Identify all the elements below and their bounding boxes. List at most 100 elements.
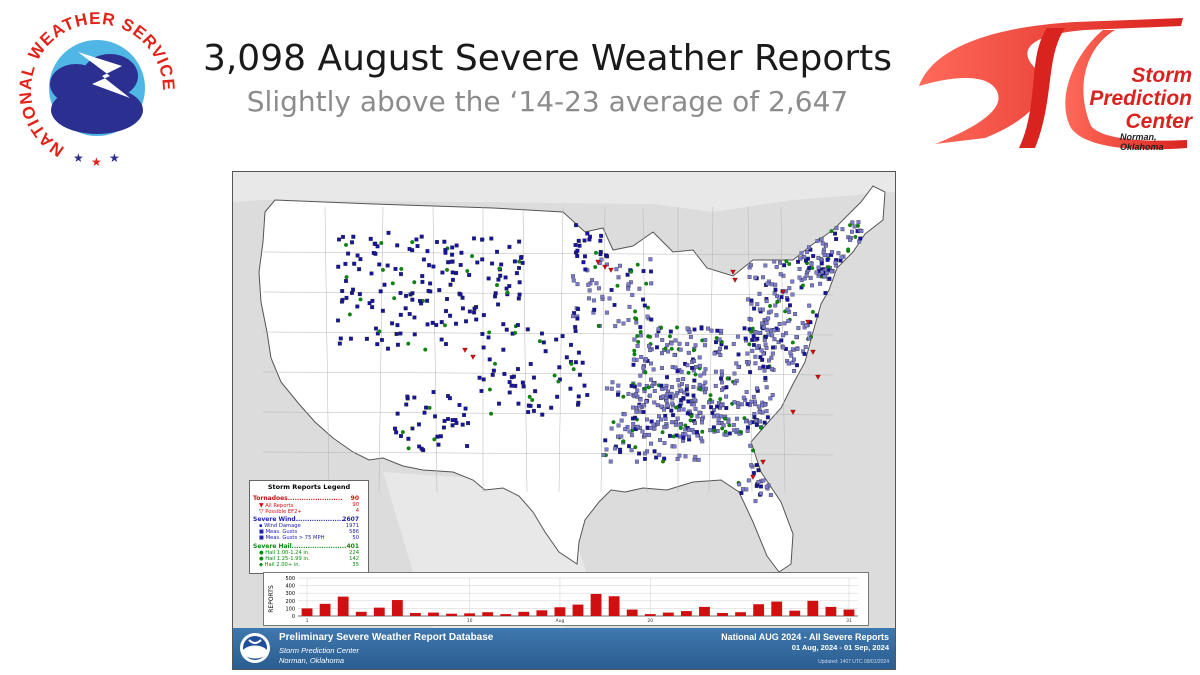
wind-report <box>713 369 718 374</box>
wind-report <box>716 417 721 422</box>
wind-report <box>631 405 635 410</box>
wind-report <box>495 249 500 254</box>
hail-report <box>725 376 730 381</box>
wind-report <box>685 411 690 416</box>
wind-report <box>772 328 777 333</box>
wind-report <box>662 407 667 412</box>
tornado-ef2-marker-icon: ▽ <box>259 508 264 515</box>
legend-hail-3: ◆ Hail 2.00+ in. 35 <box>259 562 359 568</box>
wind-report <box>764 385 769 390</box>
chart-bar <box>500 614 512 616</box>
hail-report <box>633 309 638 314</box>
wind-report <box>395 411 400 416</box>
chart-bar <box>771 601 783 616</box>
wind-report <box>668 394 673 399</box>
wind-report <box>648 361 653 366</box>
wind-report <box>701 404 706 409</box>
wind-report <box>447 396 452 401</box>
wind-report <box>693 406 698 411</box>
wind-report <box>517 280 522 285</box>
wind-report <box>336 264 341 269</box>
wind-report <box>770 333 775 338</box>
wind-report <box>528 403 533 408</box>
tornado-report <box>815 374 821 380</box>
wind-report <box>732 381 737 386</box>
wind-report <box>515 367 520 372</box>
wind-report <box>604 447 609 452</box>
wind-report <box>660 351 664 356</box>
wind-report <box>645 425 650 430</box>
chart-bar <box>301 608 313 616</box>
wind-report <box>749 298 754 303</box>
hail-marker-icon: ● <box>259 556 264 562</box>
wind-report <box>652 389 657 394</box>
wind-report <box>809 283 814 288</box>
tornado-marker-icon: ▼ <box>259 502 264 509</box>
wind-report <box>631 421 636 426</box>
hail-report <box>517 259 522 264</box>
wind-report <box>422 410 427 415</box>
wind-report <box>750 348 755 353</box>
hail-report <box>410 240 415 245</box>
wind-report <box>410 297 415 302</box>
wind-report <box>819 261 824 266</box>
wind-report <box>386 346 390 351</box>
footer-org: Storm Prediction Center <box>279 646 360 655</box>
wind-report <box>489 236 494 241</box>
wind-report <box>585 231 590 236</box>
wind-report <box>778 272 783 277</box>
hail-report <box>344 242 348 247</box>
wind-report <box>634 459 639 464</box>
wind-report <box>575 316 580 321</box>
legend-tor-ef2: ▽ Possible EF2+ 4 <box>259 508 359 515</box>
wind-report <box>631 357 636 362</box>
wind-report <box>420 279 425 284</box>
wind-report <box>497 401 501 406</box>
wind-report <box>649 281 654 286</box>
wind-report <box>621 321 626 326</box>
hail-report <box>638 329 643 334</box>
hail-report <box>636 340 641 344</box>
wind-report <box>486 335 491 340</box>
chart-x-tick-label: 20 <box>647 618 653 624</box>
wind-report <box>616 275 621 280</box>
wind-report <box>663 417 668 421</box>
wind-report <box>525 327 530 332</box>
hail-report <box>377 329 382 334</box>
wind-report <box>673 338 678 343</box>
hail-report <box>497 266 502 271</box>
wind-report <box>818 281 823 286</box>
wind-report <box>790 292 795 297</box>
wind-report <box>442 419 447 423</box>
wind-report <box>672 444 677 449</box>
wind-report <box>778 260 783 265</box>
wind-report <box>822 253 827 258</box>
wind-report <box>816 265 821 270</box>
wind-report <box>856 220 861 225</box>
wind-report <box>743 336 748 341</box>
wind-report <box>539 331 544 336</box>
hail-report <box>759 425 764 430</box>
wind-report <box>604 310 609 315</box>
wind-report <box>770 351 775 356</box>
wind-report <box>454 243 459 248</box>
wind-report <box>575 248 580 253</box>
wind-report <box>507 380 512 385</box>
wind-report <box>703 338 708 343</box>
wind-report <box>757 410 762 414</box>
hail-report <box>747 342 752 347</box>
hail-report <box>465 269 470 273</box>
wind-report <box>604 253 608 258</box>
wind-report <box>568 386 573 391</box>
wind-report <box>435 434 440 439</box>
wind-report <box>687 329 692 334</box>
wind-report <box>755 345 760 350</box>
wind-report <box>674 419 679 424</box>
meas-gust-75-marker-icon: ■ <box>259 535 264 541</box>
wind-report <box>585 393 590 397</box>
wind-report <box>732 428 737 433</box>
hail-report <box>487 330 492 335</box>
wind-report <box>350 240 354 245</box>
wind-report <box>763 375 768 380</box>
wind-report <box>753 275 758 280</box>
